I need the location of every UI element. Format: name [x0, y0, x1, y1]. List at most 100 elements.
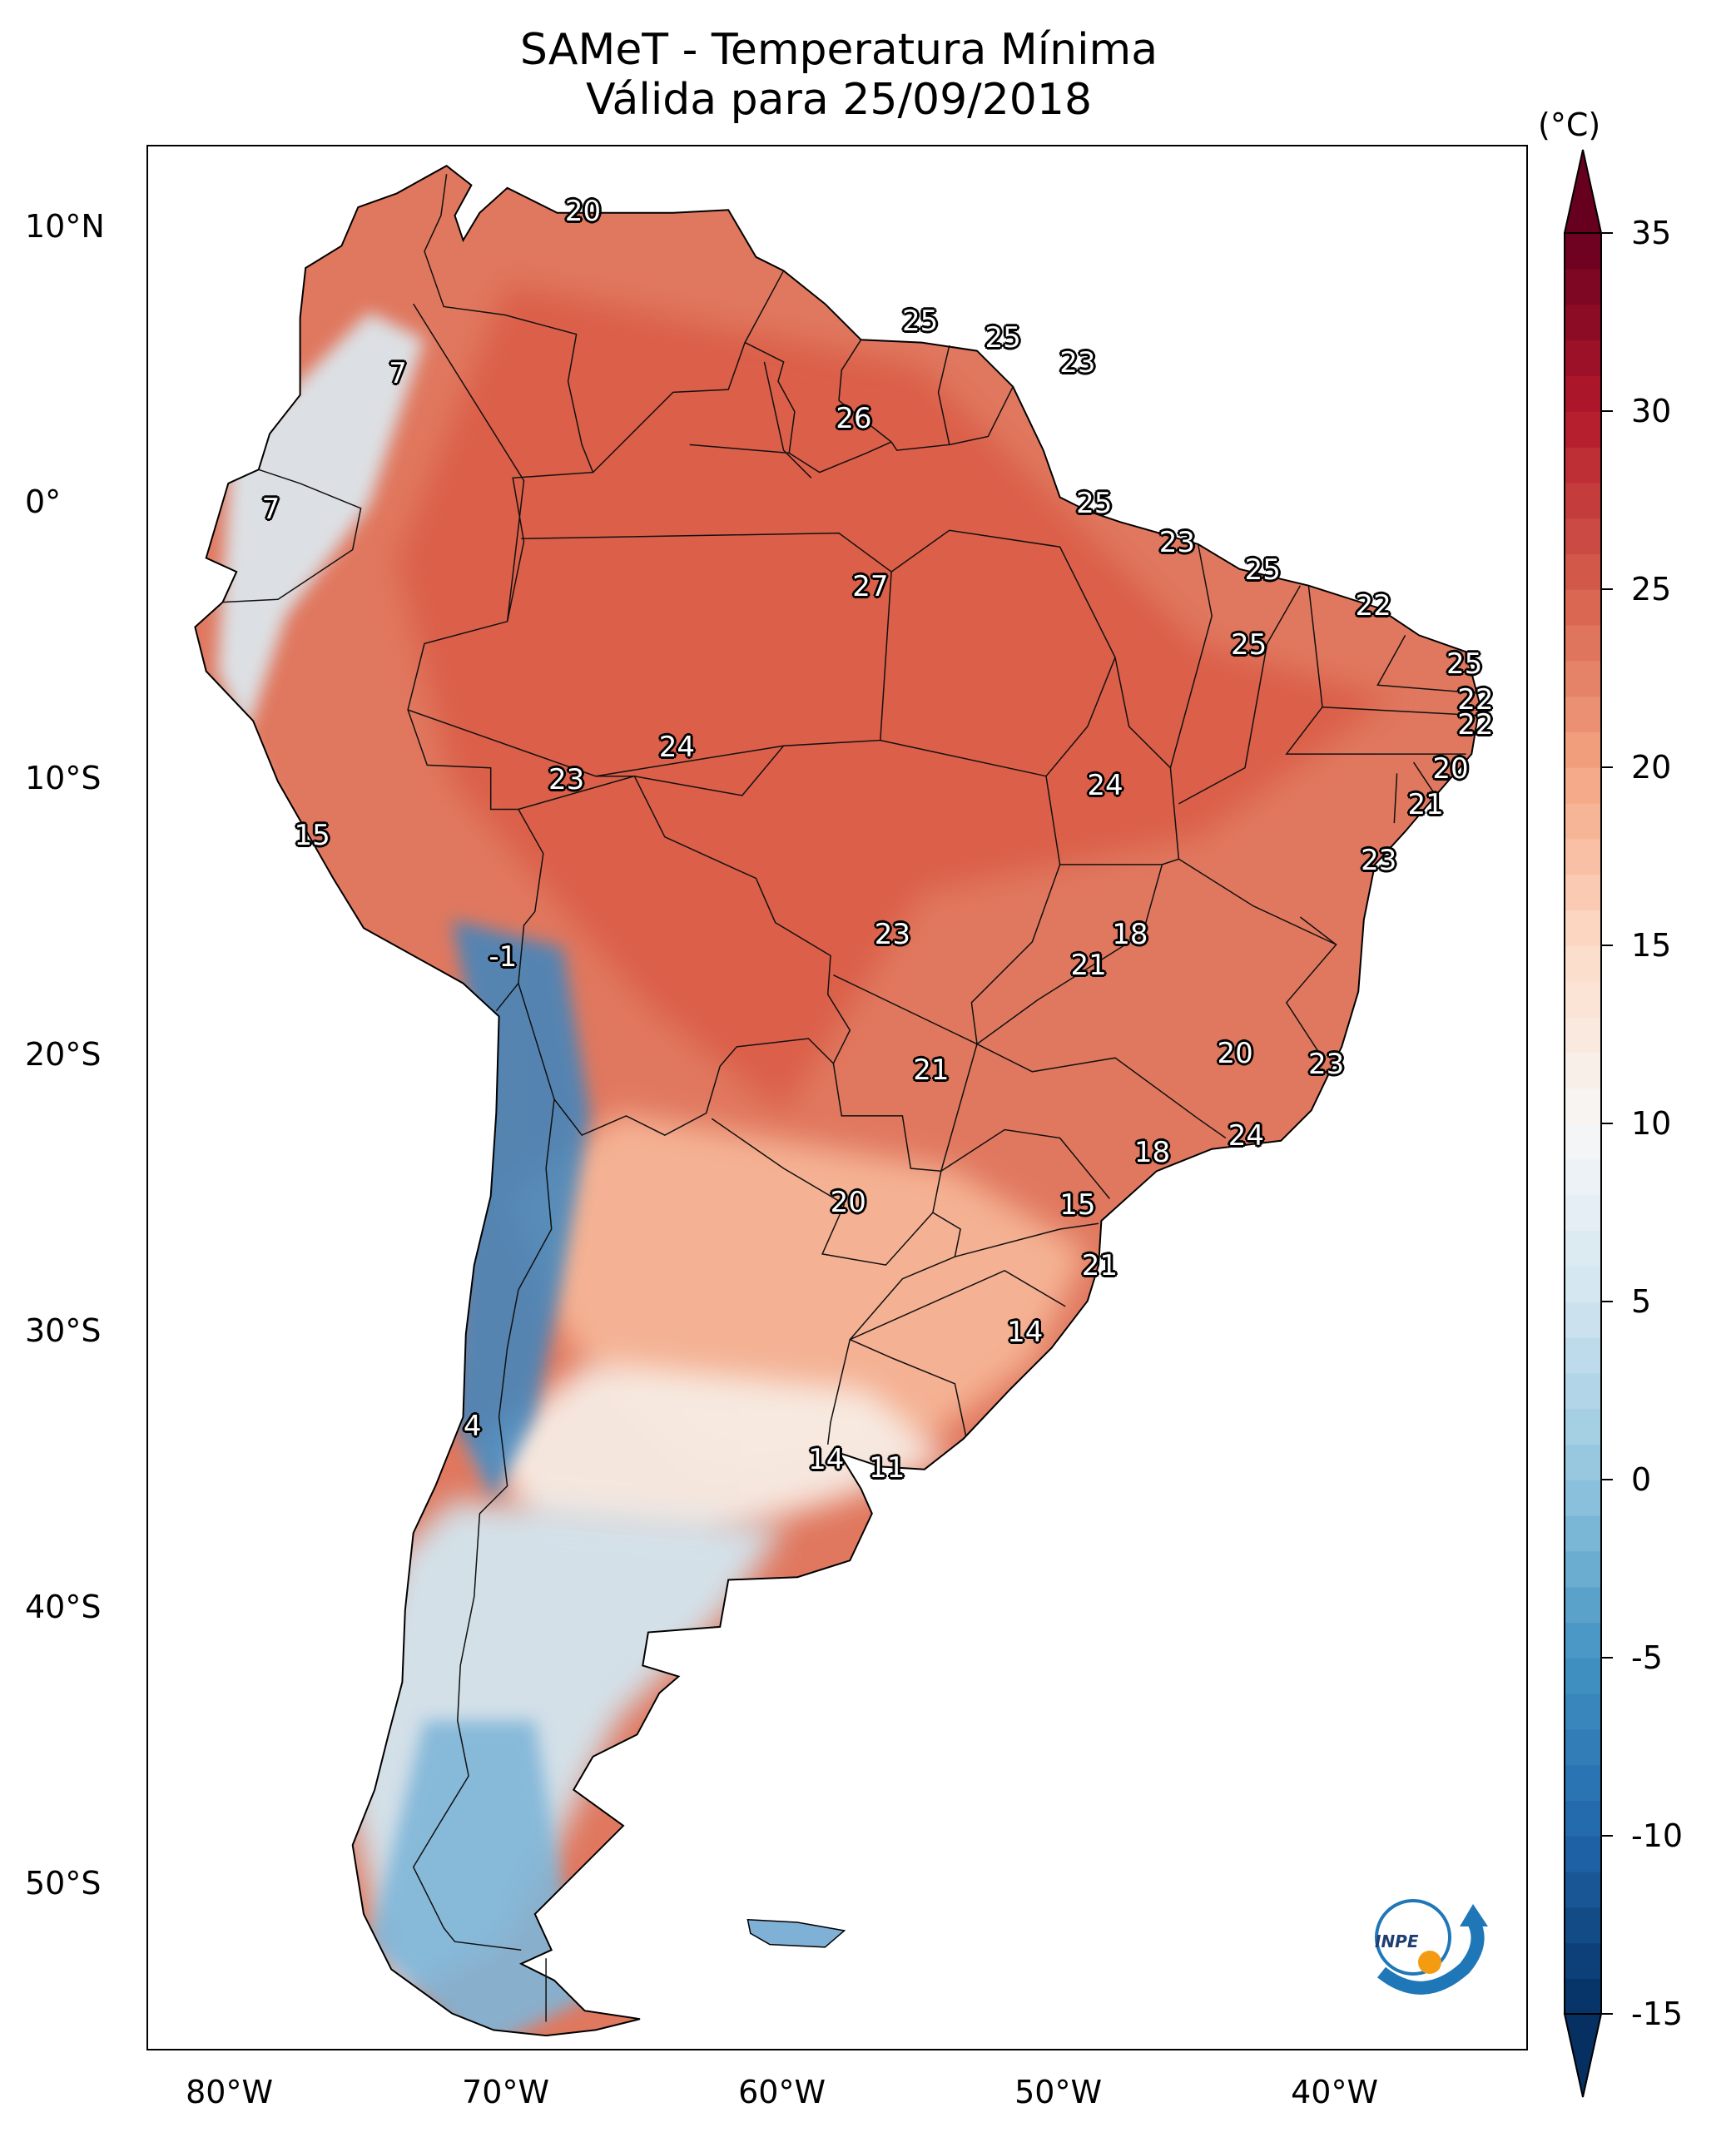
lat-tick-label: 30°S	[25, 1312, 102, 1350]
colorbar-segment	[1565, 1728, 1601, 1766]
colorbar-segment	[1565, 1123, 1601, 1160]
colorbar-segment	[1565, 233, 1601, 270]
colorbar-segment	[1565, 1622, 1601, 1659]
inpe-logo: INPE	[1375, 1899, 1488, 1995]
colorbar-tick-label: 30	[1631, 393, 1672, 429]
colorbar-segment	[1565, 411, 1601, 448]
colorbar-segment	[1565, 1158, 1601, 1196]
lon-tick-label: 70°W	[462, 2074, 550, 2110]
border-line	[838, 339, 892, 443]
station-value-label: 7	[261, 493, 280, 527]
station-value-label: 23	[1158, 525, 1195, 559]
border-line	[711, 1118, 934, 1266]
station-value-label: 23	[874, 918, 911, 952]
station-value-label: 20	[1432, 752, 1469, 786]
colorbar-segment	[1565, 1693, 1601, 1730]
station-value-label: 25	[1231, 627, 1267, 662]
colorbar-segment	[1565, 446, 1601, 483]
station-value-label: 21	[913, 1053, 950, 1087]
colorbar-tick-label: -10	[1631, 1817, 1684, 1854]
colorbar-tick-label: -5	[1631, 1639, 1663, 1676]
falkland-islands	[746, 1918, 846, 1948]
border-line	[222, 469, 362, 603]
station-value-label: 23	[1059, 346, 1096, 380]
colorbar-segment	[1565, 874, 1601, 910]
lat-tick-label: 50°S	[25, 1864, 102, 1902]
station-value-label: 11	[869, 1450, 905, 1485]
lat-tick-label: 10°S	[25, 760, 102, 797]
station-value-label: 21	[1407, 788, 1444, 822]
border-line	[689, 444, 790, 454]
border-line	[849, 1269, 1066, 1341]
station-value-label: 18	[1133, 1136, 1171, 1170]
colorbar-tick-label: 20	[1631, 749, 1672, 786]
colorbar-segment	[1565, 553, 1601, 590]
station-value-label: -1	[489, 940, 518, 974]
border-line	[1299, 916, 1337, 945]
colorbar-segment	[1565, 1336, 1601, 1374]
colorbar-segment	[1565, 1194, 1601, 1232]
border-line	[424, 174, 594, 622]
land-layer	[194, 165, 1481, 2037]
map-title: SAMeT - Temperatura Mínima	[519, 25, 1158, 75]
station-value-label: 27	[852, 570, 889, 603]
station-value-label: 26	[836, 401, 872, 435]
border-line	[1412, 761, 1436, 796]
border-line	[1059, 657, 1180, 865]
colorbar-segment	[1565, 624, 1601, 662]
station-value-label: 7	[389, 357, 407, 391]
colorbar-segment	[1565, 1408, 1601, 1445]
border-line	[1376, 635, 1481, 694]
station-value-label: 15	[1059, 1188, 1096, 1222]
colorbar-segment	[1565, 1266, 1601, 1302]
station-value-label: 20	[564, 194, 602, 228]
colorbar-segment	[1565, 1515, 1601, 1552]
lat-tick-label: 40°S	[25, 1588, 102, 1625]
colorbar-segment	[1565, 1871, 1601, 1908]
colorbar-tick-label: 10	[1631, 1105, 1672, 1142]
border-line	[832, 1063, 942, 1213]
colorbar-segment	[1565, 838, 1601, 875]
border-line	[407, 303, 544, 1012]
station-value-label: 24	[1228, 1119, 1264, 1153]
country-borders	[222, 174, 1481, 2022]
border-line	[1285, 585, 1466, 755]
border-line	[955, 1222, 1099, 1257]
border-line	[595, 745, 784, 777]
colorbar-segment	[1565, 518, 1601, 554]
colorbar	[1563, 149, 1613, 2098]
colorbar-segment	[1565, 696, 1601, 732]
colorbar-segment	[1565, 1016, 1601, 1054]
colorbar-segment	[1565, 802, 1601, 840]
colorbar-segment	[1565, 1550, 1601, 1588]
colorbar-tick-label: 35	[1631, 215, 1672, 251]
lon-tick-label: 60°W	[738, 2074, 826, 2110]
colorbar-segment	[1565, 589, 1601, 626]
colorbar-segment	[1565, 1372, 1601, 1410]
border-line	[412, 1098, 555, 1951]
colorbar-segment	[1565, 1942, 1601, 1979]
colorbar-segment	[1565, 1764, 1601, 1801]
colorbar-extend-bottom	[1563, 2013, 1603, 2098]
colorbar-segment	[1565, 1088, 1601, 1124]
border-line	[826, 1339, 851, 1445]
lat-tick-label: 0°	[25, 483, 62, 521]
border-line	[1169, 543, 1213, 768]
station-value-label: 20	[1217, 1036, 1253, 1070]
station-value-label: 18	[1112, 918, 1148, 952]
colorbar-segment	[1565, 910, 1601, 946]
colorbar-segment	[1565, 1302, 1601, 1338]
lat-tick-label: 20°S	[25, 1036, 102, 1074]
colorbar-segment	[1565, 1230, 1601, 1267]
lon-tick-label: 50°W	[1014, 2074, 1103, 2110]
colorbar-segment	[1565, 1836, 1601, 1872]
station-value-label: 22	[1457, 683, 1494, 717]
colorbar-segment	[1565, 304, 1601, 341]
colorbar-segment	[1565, 767, 1601, 804]
colorbar-segment	[1565, 945, 1601, 982]
temperature-map	[194, 165, 1481, 2037]
border-line	[1393, 773, 1398, 824]
border-line	[518, 775, 851, 1064]
colorbar-segment	[1565, 1052, 1601, 1088]
station-value-label: 25	[1244, 553, 1281, 588]
